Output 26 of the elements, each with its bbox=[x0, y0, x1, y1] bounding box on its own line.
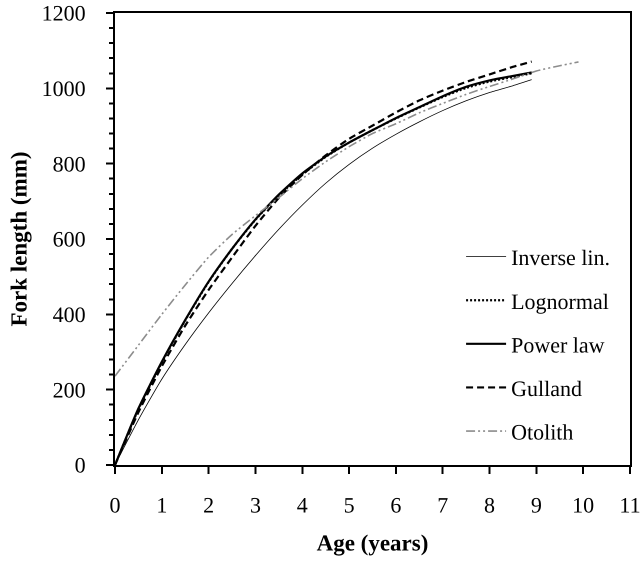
y-tick-label: 0 bbox=[74, 452, 86, 478]
y-tick-label: 1200 bbox=[42, 0, 86, 26]
x-tick-label: 1 bbox=[156, 492, 168, 518]
y-tick-label: 200 bbox=[52, 377, 86, 402]
legend-label: Lognormal bbox=[511, 288, 609, 314]
x-tick-label: 0 bbox=[110, 492, 120, 518]
x-tick-label: 8 bbox=[484, 492, 496, 518]
x-tick-label: 10 bbox=[572, 492, 594, 518]
x-tick-label: 3 bbox=[250, 492, 261, 518]
y-tick-label: 800 bbox=[52, 151, 86, 176]
x-axis-title: Age (years) bbox=[316, 530, 428, 556]
y-tick-label: 1000 bbox=[42, 76, 86, 102]
legend-label: Power law bbox=[511, 332, 605, 358]
x-tick-label: 4 bbox=[296, 492, 308, 518]
y-tick-label: 600 bbox=[52, 226, 86, 252]
legend-label: Otolith bbox=[511, 420, 574, 445]
legend-label: Gulland bbox=[511, 376, 582, 402]
x-tick-label: 5 bbox=[344, 492, 355, 518]
y-axis-title: Fork length (mm) bbox=[6, 151, 33, 327]
x-tick-label: 7 bbox=[437, 492, 448, 518]
y-tick-label: 400 bbox=[52, 302, 86, 328]
x-tick-label: 2 bbox=[203, 492, 214, 518]
legend-label: Inverse lin. bbox=[511, 245, 610, 270]
x-tick-label: 9 bbox=[530, 492, 542, 518]
x-tick-label: 6 bbox=[390, 492, 402, 518]
x-tick-label: 11 bbox=[619, 492, 641, 518]
